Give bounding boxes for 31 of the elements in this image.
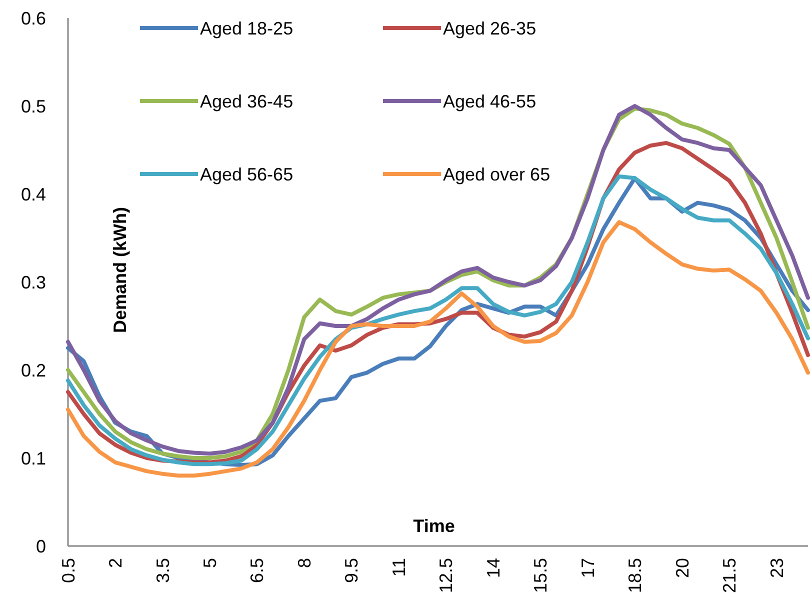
x-tick-label: 5	[200, 558, 220, 568]
x-tick-label: 0.5	[58, 558, 78, 584]
x-tick-label: 12.5	[436, 558, 456, 594]
x-tick-label: 9.5	[342, 558, 362, 584]
y-tick-label: 0.5	[20, 96, 46, 116]
legend-label: Aged 46-55	[443, 91, 536, 112]
x-axis-title: Time	[413, 516, 455, 536]
x-tick-label: 11	[388, 558, 409, 577]
x-tick-label: 3.5	[152, 558, 173, 584]
x-tick-label: 6.5	[247, 558, 268, 584]
x-tick-label: 14	[483, 558, 504, 578]
x-tick-label: 15.5	[530, 558, 551, 594]
legend-label: Aged over 65	[443, 164, 550, 184]
x-tick-label: 8	[294, 558, 314, 568]
x-tick-label: 18.5	[625, 558, 646, 594]
y-tick-label: 0	[36, 536, 46, 556]
legend-label: Aged 26-35	[443, 18, 536, 38]
x-tick-label: 2	[106, 558, 126, 568]
x-tick-label: 23	[766, 558, 787, 578]
y-tick-label: 0.3	[20, 272, 46, 292]
y-tick-label: 0.1	[20, 448, 46, 468]
legend-label: Aged 36-45	[200, 91, 294, 112]
legend-label: Aged 56-65	[200, 164, 294, 184]
y-axis-title: Demand (kWh)	[110, 206, 130, 333]
x-tick-label: 17	[578, 558, 598, 578]
x-tick-label: 21.5	[720, 558, 740, 594]
legend-label: Aged 18-25	[200, 18, 294, 38]
x-tick-label: 20	[672, 558, 692, 578]
y-tick-label: 0.2	[20, 360, 46, 380]
y-tick-label: 0.6	[20, 8, 46, 28]
y-tick-label: 0.4	[20, 184, 46, 204]
